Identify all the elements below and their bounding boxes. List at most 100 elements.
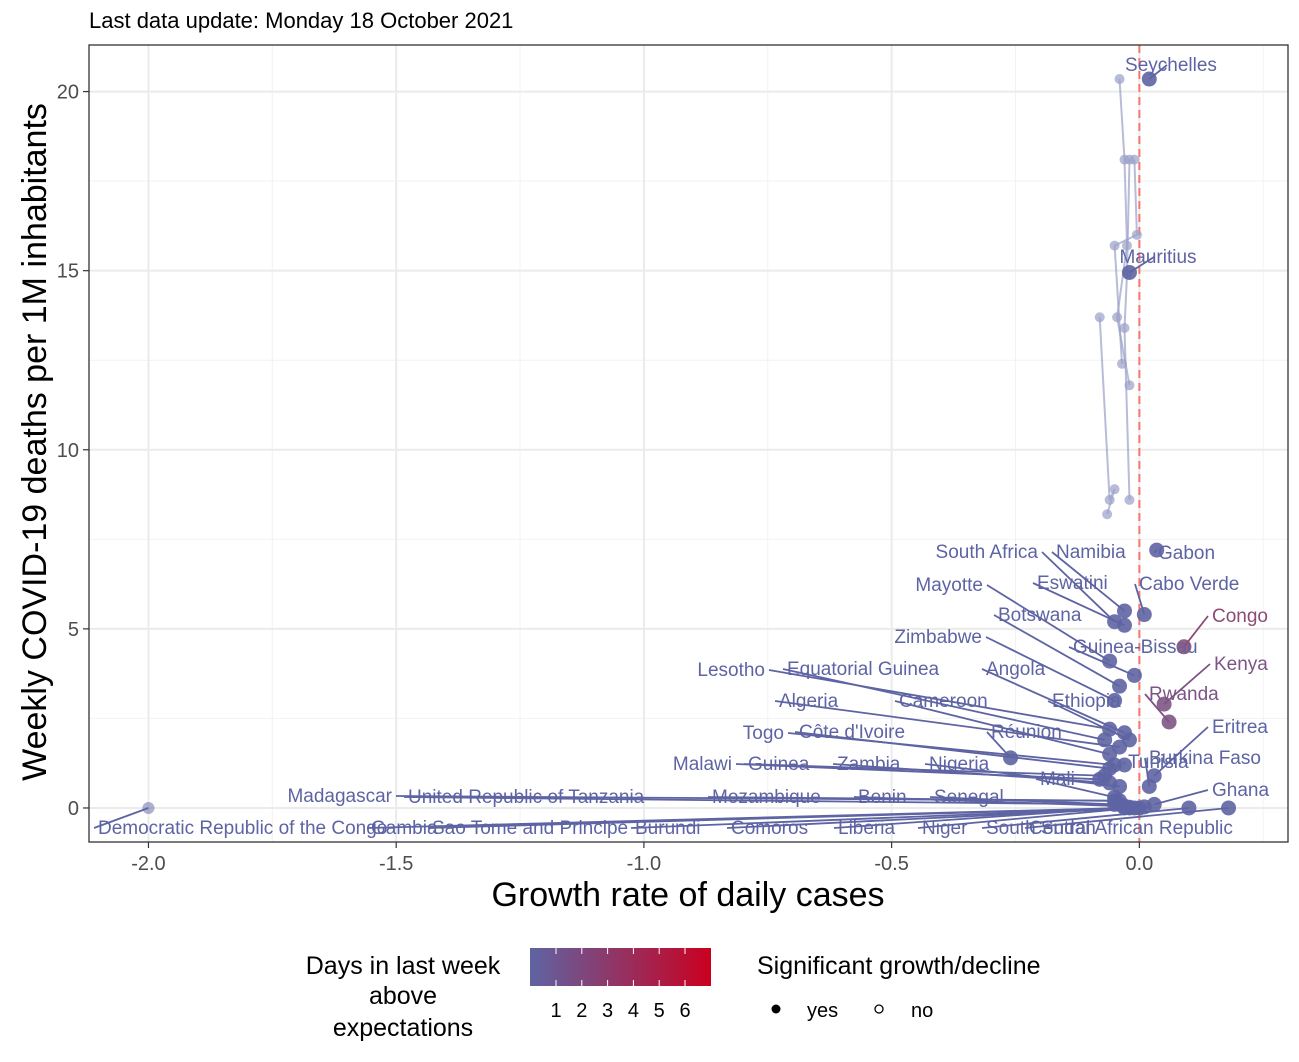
country-label: Liberia (838, 818, 895, 839)
legend-tick-label: 2 (576, 1000, 587, 1022)
x-tick-label: -2.0 (131, 853, 165, 875)
country-point (1149, 542, 1165, 558)
label-leader-line (853, 796, 1125, 808)
country-label: Rwanda (1149, 684, 1219, 705)
label-leader-line (794, 731, 1110, 770)
country-label: Guinea-Bissau (1073, 637, 1198, 658)
country-label: South Africa (936, 542, 1039, 563)
country-label: Zambia (837, 754, 901, 775)
country-label: Zimbabwe (894, 627, 982, 648)
country-point (1221, 800, 1237, 816)
label-leader-line (774, 700, 1120, 748)
y-tick-label: 10 (57, 440, 79, 462)
country-label: Democratic Republic of the Congo (98, 818, 387, 839)
country-label: Niger (922, 818, 968, 839)
trail-line (1113, 159, 1138, 364)
country-label: Malawi (673, 754, 732, 775)
country-label: Guinea (748, 754, 810, 775)
country-point (1176, 639, 1192, 655)
color-legend-title-line3: expectations (333, 1014, 473, 1042)
country-label: Ethiopia (1052, 691, 1121, 712)
country-label: Mozambique (712, 787, 821, 808)
country-label: Angola (986, 659, 1046, 680)
x-tick-label: -1.0 (627, 853, 661, 875)
label-leader-line (1024, 807, 1229, 829)
country-point (1156, 696, 1172, 712)
label-leader-line (917, 806, 1145, 829)
legend-tick-label: 5 (654, 1000, 665, 1022)
trail-point (1124, 494, 1135, 505)
label-leader-line (93, 807, 149, 829)
country-label: Gabon (1158, 543, 1215, 564)
trail-point (1109, 484, 1120, 495)
legend-yes-label: yes (807, 1000, 838, 1022)
country-point (1141, 778, 1157, 794)
x-tick-label: 0.0 (1125, 853, 1153, 875)
country-label: Eritrea (1212, 717, 1268, 738)
label-leader-line (894, 700, 1110, 756)
country-label: Kenya (1214, 654, 1268, 675)
x-tick-label: -0.5 (874, 853, 908, 875)
y-tick-label: 5 (68, 619, 79, 641)
label-leader-line (782, 668, 1105, 741)
label-leader-line (985, 636, 1115, 702)
label-leader-line (1041, 551, 1116, 623)
legend-tick-label: 6 (679, 1000, 690, 1022)
label-leader-line (1032, 582, 1125, 627)
country-label: Congo (1212, 606, 1268, 627)
country-label: Botswana (998, 605, 1082, 626)
country-point (1121, 799, 1137, 815)
country-label: Cameroon (899, 691, 988, 712)
country-label: Cabo Verde (1139, 574, 1239, 595)
x-axis-title: Growth rate of daily cases (491, 876, 884, 914)
country-label: Ghana (1212, 780, 1269, 801)
country-labels: Seychelles Mauritius South Africa Namibia Ga… (98, 55, 1269, 839)
country-point (1161, 714, 1177, 730)
country-point (1112, 678, 1128, 694)
shape-legend-title: Significant growth/decline (757, 952, 1041, 980)
country-point (1117, 757, 1132, 773)
legend-tick-label: 4 (628, 1000, 639, 1022)
country-point (1117, 603, 1132, 619)
country-label: Eswatini (1037, 573, 1108, 594)
country-label: Réunion (991, 722, 1062, 743)
country-label: Togo (743, 723, 784, 744)
color-legend-title-line2: above (369, 982, 437, 1010)
country-label: Tunisia (1128, 752, 1189, 773)
label-leader-line (1035, 778, 1115, 799)
country-point (1097, 732, 1113, 748)
country-point (1136, 799, 1152, 815)
country-label: Seychelles (1125, 55, 1217, 76)
color-legend-title-line1: Days in last week (306, 952, 501, 980)
legend-tick-label: 1 (550, 1000, 561, 1022)
label-leader-line (403, 796, 1120, 806)
trail-point (1131, 229, 1142, 240)
country-label: Lesotho (697, 660, 765, 681)
country-label: Mauritius (1119, 247, 1196, 268)
country-label: United Republic of Tanzania (408, 787, 645, 808)
label-leader-line (929, 796, 1115, 806)
trail-point (1129, 154, 1140, 165)
country-point (1126, 667, 1142, 683)
label-leader-line (993, 614, 1120, 687)
x-tick-label: -1.5 (379, 853, 413, 875)
label-leader-line (768, 669, 1110, 731)
country-label: Mayotte (915, 575, 983, 596)
legend-tick-label: 3 (602, 1000, 613, 1022)
chart-subtitle: Last data update: Monday 18 October 2021 (89, 8, 513, 33)
country-label: Comoros (731, 818, 808, 839)
country-point (1136, 607, 1152, 623)
trail-point (1114, 74, 1125, 85)
plot-background (89, 45, 1288, 842)
label-leader-line (1047, 700, 1130, 741)
country-label: Burundi (635, 818, 701, 839)
label-leader-line (427, 807, 1130, 829)
country-label: Sao Tome and Principe (432, 818, 628, 839)
country-label: Gambia (371, 818, 438, 839)
country-label: Namibia (1056, 542, 1126, 563)
legend-open-dot-icon (874, 1004, 884, 1014)
label-leader-line (1051, 551, 1126, 612)
country-point (1102, 653, 1118, 669)
